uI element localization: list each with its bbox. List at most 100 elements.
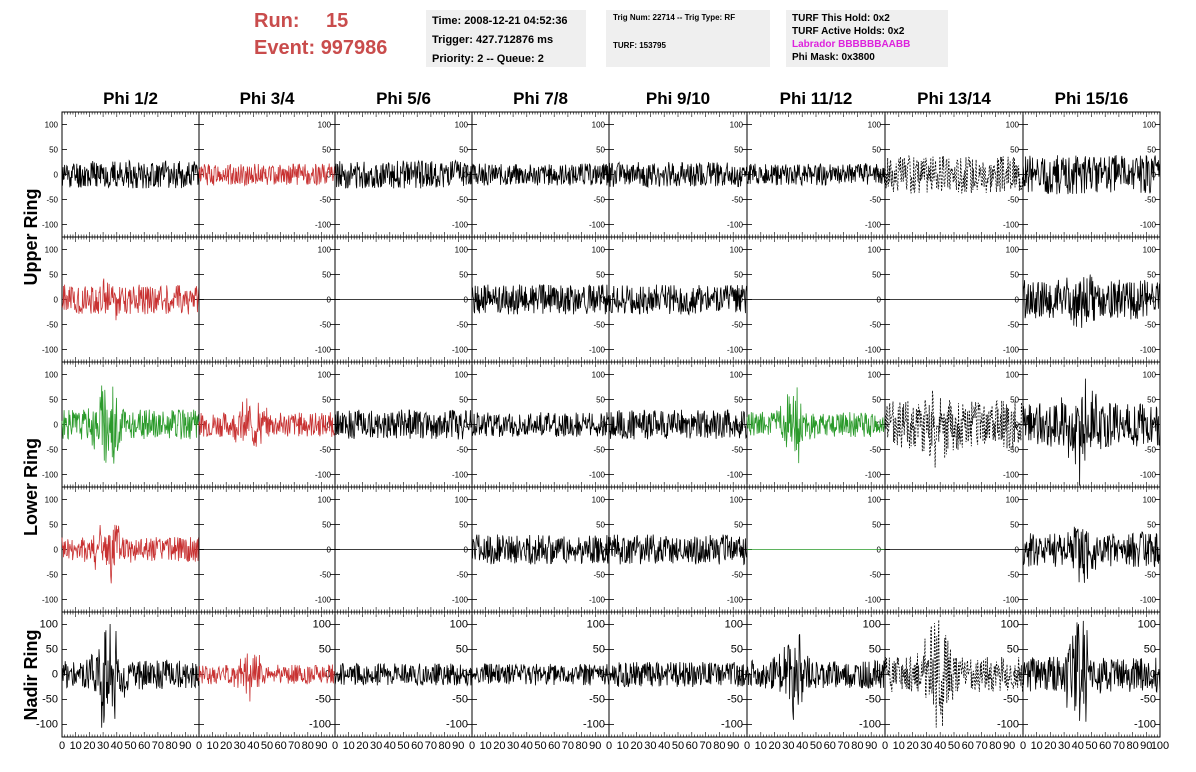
y-tick-label: -100 [1003,596,1020,605]
y-tick-label: 50 [872,271,881,280]
y-tick-label: -50 [46,196,58,205]
waveform-trace [608,409,748,440]
y-tick-label: 100 [455,496,469,505]
y-tick-label: 50 [593,644,605,656]
y-tick-label: 50 [1147,146,1156,155]
y-tick-label: 0 [601,296,606,305]
waveform-trace [1022,155,1161,195]
y-tick-label: 100 [868,496,882,505]
x-tick-label: 90 [452,740,464,752]
y-tick-label: -100 [583,719,605,731]
waveform-trace [471,162,610,186]
time-info-box: Time: 2008-12-21 04:52:36 Trigger: 427.7… [426,10,586,67]
x-tick-label: 90 [179,740,191,752]
column-header: Phi 9/10 [646,89,710,108]
x-tick-label: 40 [521,740,533,752]
x-tick-label: 80 [851,740,863,752]
waveform-trace [61,623,200,728]
y-tick-label: -50 [731,321,743,330]
y-tick-label: 50 [1010,521,1019,530]
y-tick-label: -100 [315,221,332,230]
x-tick-label: 90 [1140,740,1152,752]
y-tick-label: -100 [42,596,59,605]
x-tick-label: 50 [810,740,822,752]
y-tick-label: 100 [868,371,882,380]
y-tick-label: -50 [869,571,881,580]
x-tick-label: 90 [315,740,327,752]
y-tick-label: -50 [865,694,881,706]
y-tick-label: 50 [1147,521,1156,530]
y-tick-label: 100 [868,246,882,255]
y-tick-label: 0 [52,669,58,681]
column-header: Phi 15/16 [1055,89,1129,108]
trigger-info-box: Trig Num: 22714 -- Trig Type: RF TURF: 1… [606,10,770,67]
y-tick-label: -100 [452,346,469,355]
waveform-trace [198,653,336,702]
y-tick-label: 100 [730,371,744,380]
x-tick-label: 80 [989,740,1001,752]
y-tick-label: 100 [730,496,744,505]
x-tick-label: 0 [606,740,612,752]
waveform-trace [608,661,748,688]
waveform-trace [198,163,336,187]
y-tick-label: -50 [452,694,468,706]
x-tick-label: 80 [165,740,177,752]
y-tick-label: 100 [1143,496,1157,505]
y-tick-label: -50 [731,446,743,455]
y-tick-label: -50 [593,446,605,455]
y-tick-label: -100 [36,719,58,731]
waveform-trace [884,390,1024,468]
y-tick-label: 100 [450,619,468,631]
y-tick-label: 0 [739,171,744,180]
y-tick-label: 50 [869,644,881,656]
y-tick-label: 0 [54,296,59,305]
x-tick-label: 70 [1113,740,1125,752]
turf-hold-text: TURF This Hold: 0x2 [792,13,890,24]
x-tick-label: 30 [234,740,246,752]
y-tick-label: -50 [456,571,468,580]
y-tick-label: -100 [727,221,744,230]
x-tick-label: 20 [768,740,780,752]
column-header: Phi 1/2 [103,89,158,108]
x-tick-label: 60 [824,740,836,752]
y-tick-label: 50 [872,396,881,405]
y-tick-label: 0 [54,546,59,555]
x-tick-label: 70 [837,740,849,752]
y-tick-label: 50 [459,396,468,405]
x-tick-label: 60 [274,740,286,752]
x-tick-label: 50 [261,740,273,752]
y-tick-label: -100 [1134,719,1156,731]
event-value: 997986 [320,37,388,59]
x-tick-label: 30 [920,740,932,752]
y-tick-label: -50 [1007,321,1019,330]
y-tick-label: -50 [869,196,881,205]
x-tick-label: 40 [796,740,808,752]
y-tick-label: -100 [1140,346,1157,355]
y-tick-label: 0 [464,421,469,430]
x-tick-label: 20 [493,740,505,752]
x-tick-label: 80 [713,740,725,752]
y-tick-label: 100 [45,121,59,130]
y-tick-label: 100 [318,121,332,130]
y-tick-label: -100 [42,221,59,230]
waveform-trace [334,662,473,687]
y-tick-label: 100 [1006,246,1020,255]
y-tick-label: 50 [1010,146,1019,155]
y-tick-label: 100 [592,371,606,380]
y-tick-label: -50 [1144,196,1156,205]
y-tick-label: 100 [318,371,332,380]
x-tick-label: 20 [630,740,642,752]
y-tick-label: -50 [593,571,605,580]
column-header: Phi 13/14 [917,89,991,108]
turf-count-text: TURF: 153795 [613,41,666,50]
y-tick-label: -100 [589,346,606,355]
y-tick-label: -100 [1140,471,1157,480]
turf-active-text: TURF Active Holds: 0x2 [792,26,905,37]
waveform-trace [746,634,886,720]
y-tick-label: -50 [1007,571,1019,580]
y-tick-label: -100 [997,719,1019,731]
waveform-trace [746,387,886,464]
y-tick-label: 50 [319,644,331,656]
y-tick-label: 50 [872,146,881,155]
y-tick-label: 100 [1001,619,1019,631]
